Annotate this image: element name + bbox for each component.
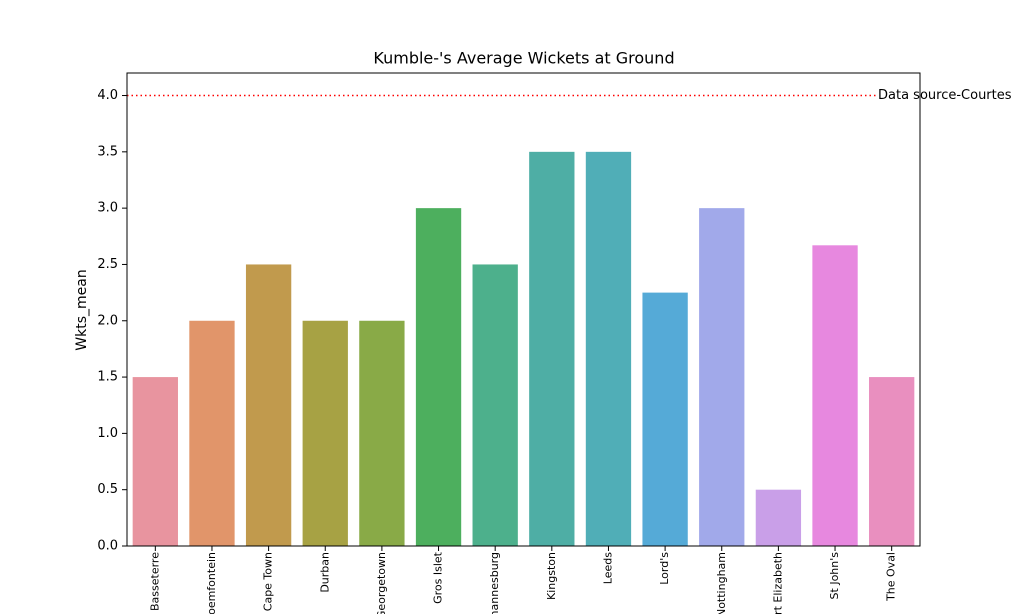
x-tick-label: Cape Town [262, 552, 275, 611]
x-tick-label: Kingston [545, 552, 558, 600]
annotation: Data source-Courtes [878, 88, 1012, 103]
bar [869, 377, 915, 546]
bar [472, 264, 518, 546]
bar [755, 489, 802, 546]
bar [415, 208, 462, 546]
x-tick-label: Nottingham [715, 552, 728, 614]
bar [585, 151, 632, 547]
y-tick-label: 2.5 [97, 257, 118, 272]
x-tick-label: Leeds [601, 552, 614, 584]
y-tick-label: 0.0 [97, 539, 118, 554]
bar [642, 292, 688, 546]
y-axis-label: Wkts_mean [74, 269, 90, 350]
x-tick-label: Port Elizabeth [771, 552, 784, 614]
bar [302, 320, 348, 546]
y-tick-label: 1.5 [97, 370, 118, 385]
plot-frame [126, 72, 921, 547]
y-tick-label: 2.0 [97, 313, 118, 328]
chart-title: Kumble-'s Average Wickets at Ground [373, 49, 674, 68]
bar [359, 320, 405, 546]
bar [132, 377, 178, 546]
bar [699, 208, 745, 546]
y-tick-label: 3.0 [97, 201, 118, 216]
x-tick-label: St John's [828, 552, 841, 600]
x-tick-label: Lord's [658, 552, 671, 585]
bar [529, 151, 575, 547]
y-tick-label: 4.0 [97, 88, 118, 103]
y-tick-label: 0.5 [97, 482, 118, 497]
x-tick-label: Johannesburg [488, 552, 501, 614]
bar [812, 245, 858, 547]
x-tick-label: Basseterre [148, 552, 161, 611]
x-tick-label: Gros Islet [432, 551, 445, 604]
x-tick-label: The Oval [885, 552, 898, 602]
x-tick-label: Durban [318, 552, 331, 593]
x-tick-label: Bloemfontein [205, 552, 218, 614]
y-tick-label: 3.5 [97, 144, 118, 159]
bar [189, 320, 235, 546]
x-tick-label: Georgetown [375, 552, 388, 614]
y-tick-label: 1.0 [97, 426, 118, 441]
bar [245, 264, 292, 546]
